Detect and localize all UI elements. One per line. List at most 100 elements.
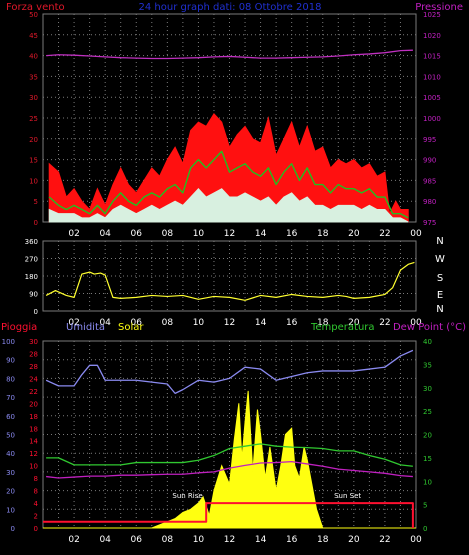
rain-tick-label: 0 [34,525,38,533]
direction-series [45,261,415,301]
pressure-tick-label: 1020 [423,32,441,40]
temperature-tick-label: 15 [423,455,432,463]
direction-tick-label: 180 [25,273,38,281]
humidity-tick-label: 70 [6,394,15,402]
wind-tick-label: 30 [29,94,38,102]
wind-speed-series [48,150,409,219]
x-tick-label: 12 [224,229,235,239]
x-tick-label: 02 [68,229,79,239]
rain-tick-label: 30 [29,338,38,346]
wind-tick-label: 40 [29,53,38,61]
wind-tick-label: 15 [29,157,38,165]
temperature-tick-label: 5 [423,502,427,510]
wind-direction-series [45,261,415,301]
x-tick-label: 16 [286,535,298,545]
humidity-tick-label: 90 [6,357,15,365]
x-tick-label: 06 [131,535,143,545]
temperature-series [46,443,413,467]
pressure-tick-label: 995 [423,136,436,144]
rain-tick-label: 20 [29,400,38,408]
x-tick-label: 00 [410,229,422,239]
wind-axis-label: Forza vento [6,2,65,13]
rain-axis-label: Pioggia [1,322,37,333]
x-tick-label: 06 [131,318,143,328]
compass-letter-west: W [435,254,445,265]
humidity-tick-label: 80 [6,375,15,383]
pressure-tick-label: 1000 [423,115,441,123]
rain-tick-label: 18 [29,413,38,421]
direction-tick-label: 270 [25,256,38,264]
x-tick-label: 16 [286,318,298,328]
rain-tick-label: 14 [29,438,38,446]
dewpoint-series [46,460,413,479]
compass-letter-east: E [437,290,443,301]
x-tick-label: 14 [255,535,267,545]
pressure-axis-label: Pressione [415,2,463,13]
x-tick-label: 22 [379,229,390,239]
temperature-tick-label: 25 [423,408,432,416]
x-tick-label: 20 [348,535,360,545]
x-tick-label: 14 [255,229,267,239]
rain-tick-label: 12 [29,450,38,458]
humidity-tick-label: 50 [6,432,15,440]
pressure-tick-label: 1025 [423,11,441,19]
compass-letter-north-2: N [436,304,443,315]
humidity-series [45,349,414,395]
temperature-tick-label: 0 [423,525,427,533]
solar-legend-label: Solar [118,322,144,333]
pressure-series [46,49,413,60]
x-tick-label: 08 [162,535,174,545]
wind-ticks: 0510152025303540455097598098599099510001… [29,11,441,239]
x-tick-label: 22 [379,318,390,328]
temperature-tick-label: 35 [423,361,432,369]
climate-series [43,349,416,529]
wind-tick-label: 45 [29,32,38,40]
x-tick-label: 02 [68,318,79,328]
pressure-tick-label: 1005 [423,94,441,102]
rain-tick-label: 2 [34,513,38,521]
x-tick-label: 12 [224,535,235,545]
climate-ticks: 0102030405060708090100024881012141818202… [2,338,432,545]
wind-tick-label: 5 [34,198,38,206]
direction-tick-label: 90 [29,291,38,299]
x-tick-label: 20 [348,229,360,239]
x-tick-label: 18 [317,318,329,328]
wind-grid [43,14,417,222]
temperature-tick-label: 10 [423,478,432,486]
wind-tick-label: 20 [29,136,38,144]
x-tick-label: 04 [99,535,111,545]
rain-tick-label: 24 [29,375,38,383]
temperature-legend-label: Temperatura [310,322,375,333]
humidity-tick-label: 30 [6,469,15,477]
x-tick-label: 10 [193,318,205,328]
x-tick-label: 10 [193,229,205,239]
direction-grid [43,241,417,311]
x-tick-label: 12 [224,318,235,328]
dewpoint-axis-label: Dew Point (°C) [393,322,466,333]
sunrise-annotation: Sun Rise [172,492,202,500]
x-tick-label: 04 [99,229,111,239]
x-tick-label: 04 [99,318,111,328]
x-tick-label: 02 [68,535,79,545]
rain-tick-label: 10 [29,463,38,471]
x-tick-label: 18 [317,229,329,239]
wind-tick-label: 0 [34,219,38,227]
direction-tick-label: 360 [25,238,38,246]
pressure-tick-label: 985 [423,177,436,185]
x-tick-label: 14 [255,318,267,328]
humidity-tick-label: 100 [2,338,15,346]
x-tick-label: 00 [410,535,422,545]
direction-plot-area [42,240,417,312]
rain-tick-label: 28 [29,350,38,358]
x-tick-label: 08 [162,318,174,328]
temperature-tick-label: 40 [423,338,432,346]
x-tick-label: 08 [162,229,174,239]
x-tick-label: 16 [286,229,298,239]
x-tick-label: 20 [348,318,360,328]
x-tick-label: 22 [379,535,390,545]
wind-tick-label: 50 [29,11,38,19]
direction-tick-label: 0 [34,308,38,316]
pressure-tick-label: 975 [423,219,436,227]
sunset-annotation: Sun Set [334,492,361,500]
